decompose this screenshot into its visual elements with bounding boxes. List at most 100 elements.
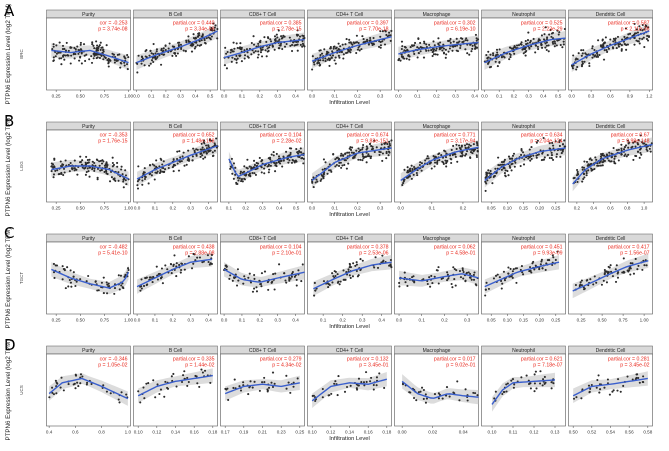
data-point [193, 253, 196, 256]
data-point [595, 158, 598, 161]
data-point [117, 398, 120, 401]
data-point [456, 380, 459, 383]
data-point [542, 378, 545, 381]
data-point [203, 37, 206, 40]
data-point [460, 152, 463, 155]
data-point [636, 150, 640, 153]
data-point [274, 272, 277, 275]
data-point [562, 43, 565, 46]
data-point [647, 39, 650, 42]
data-point [213, 149, 216, 152]
data-point [204, 156, 207, 159]
data-point [572, 177, 575, 180]
data-point [162, 167, 165, 170]
data-point [235, 61, 238, 64]
data-point [52, 43, 55, 46]
p-value: p = 2.53e-06 [359, 251, 388, 257]
data-point [620, 143, 623, 146]
data-point [232, 177, 235, 180]
data-point [622, 257, 625, 260]
data-point [577, 52, 580, 55]
x-tick-label: 0.1 [239, 318, 246, 323]
data-point [84, 173, 87, 176]
data-point [373, 139, 376, 142]
data-point [349, 384, 352, 387]
data-point [160, 276, 163, 280]
data-point [417, 37, 420, 41]
data-point [532, 260, 535, 263]
data-point [493, 397, 496, 400]
data-point [196, 148, 199, 151]
data-point [298, 35, 302, 38]
data-point [424, 159, 427, 162]
fit-line [484, 37, 566, 64]
data-point [106, 292, 109, 295]
data-point [193, 47, 196, 50]
data-point [508, 165, 511, 168]
fit-line [223, 38, 305, 59]
correlation-value: partial.cor = 0.440 [173, 21, 215, 27]
data-point [613, 39, 617, 42]
data-point [63, 268, 66, 271]
data-point [617, 271, 620, 274]
data-point [278, 47, 281, 50]
data-point [536, 139, 539, 142]
data-point [642, 381, 645, 384]
data-point [635, 377, 638, 380]
data-point [580, 279, 583, 282]
data-point [638, 37, 641, 40]
data-point [511, 157, 514, 160]
data-point [51, 48, 54, 51]
data-point [599, 44, 603, 47]
data-point [445, 53, 448, 56]
data-point [167, 166, 170, 170]
data-point [242, 282, 245, 285]
p-value: p = 9.83e-151 [356, 139, 388, 145]
data-point [466, 399, 469, 402]
data-point [122, 186, 125, 189]
data-point [52, 262, 55, 266]
fit-line [51, 49, 129, 64]
data-point [574, 283, 577, 287]
data-point [332, 275, 335, 278]
data-point [619, 42, 622, 46]
data-point [336, 281, 339, 284]
data-point [347, 49, 350, 53]
data-point [629, 267, 632, 270]
data-point [201, 154, 204, 157]
data-point [296, 49, 299, 52]
data-point [55, 381, 58, 384]
data-point [599, 155, 602, 158]
data-point [84, 163, 88, 166]
data-point [624, 144, 628, 147]
data-point [249, 281, 253, 284]
x-tick-label: 0.4 [205, 318, 212, 323]
data-point [60, 376, 63, 379]
data-point [144, 276, 147, 280]
data-point [51, 386, 54, 389]
x-tick-label: 0.4 [46, 430, 53, 435]
data-point [243, 177, 246, 180]
data-point [180, 268, 183, 272]
data-point [274, 170, 277, 173]
correlation-value: partial.cor = 0.062 [434, 245, 476, 251]
data-point [593, 275, 596, 278]
panel-title: Macrophage [423, 236, 451, 242]
data-point [500, 168, 503, 171]
data-point [164, 264, 167, 267]
data-point [317, 59, 320, 62]
data-point [201, 33, 204, 36]
data-point [210, 139, 213, 142]
data-point [125, 393, 128, 396]
data-point [185, 163, 188, 166]
data-point [253, 163, 256, 167]
data-point [357, 41, 360, 45]
data-point [552, 382, 555, 385]
data-point [345, 167, 348, 170]
data-point [285, 150, 288, 153]
data-point [454, 45, 457, 48]
data-point [335, 163, 338, 167]
x-tick-label: 0.3 [177, 94, 184, 99]
data-point [202, 157, 205, 160]
